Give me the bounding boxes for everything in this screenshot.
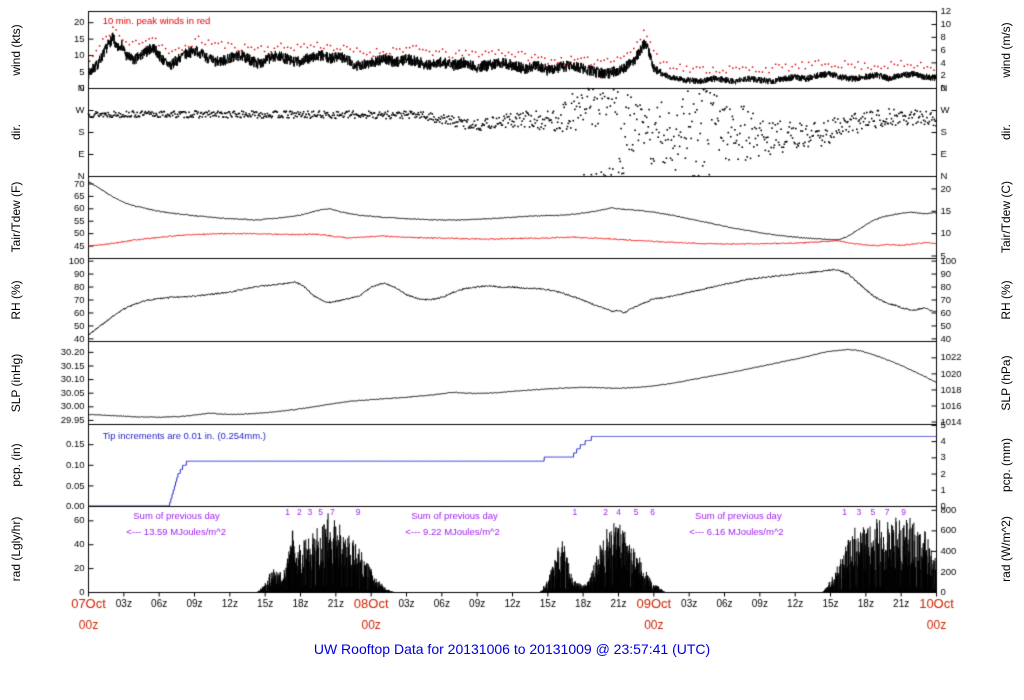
y-axis-label-rad-left: rad (Lgly/hr) xyxy=(9,516,23,582)
y-axis-label-slp-left: SLP (inHg) xyxy=(9,353,23,413)
y-axis-label-temp-left: Tair/Tdew (F) xyxy=(9,181,23,253)
y-axis-label-rad-right: rad (W/m^2) xyxy=(999,516,1013,582)
y-axis-label-rh-right: RH (%) xyxy=(999,280,1013,320)
y-axis-label-dir-right: dir. xyxy=(999,123,1013,141)
y-axis-label-wind-left: wind (kts) xyxy=(9,24,23,76)
y-axis-label-slp-right: SLP (hPa) xyxy=(999,355,1013,411)
y-axis-label-rh-left: RH (%) xyxy=(9,280,23,320)
y-axis-label-wind-right: wind (m/s) xyxy=(999,22,1013,78)
y-axis-label-temp-right: Tair/Tdew (C) xyxy=(999,180,1013,254)
y-axis-label-pcp-left: pcp. (in) xyxy=(9,443,23,487)
y-axis-label-pcp-right: pcp. (mm) xyxy=(999,438,1013,492)
y-axis-label-dir-left: dir. xyxy=(9,123,23,141)
chart-title: UW Rooftop Data for 20131006 to 20131009… xyxy=(313,641,711,657)
